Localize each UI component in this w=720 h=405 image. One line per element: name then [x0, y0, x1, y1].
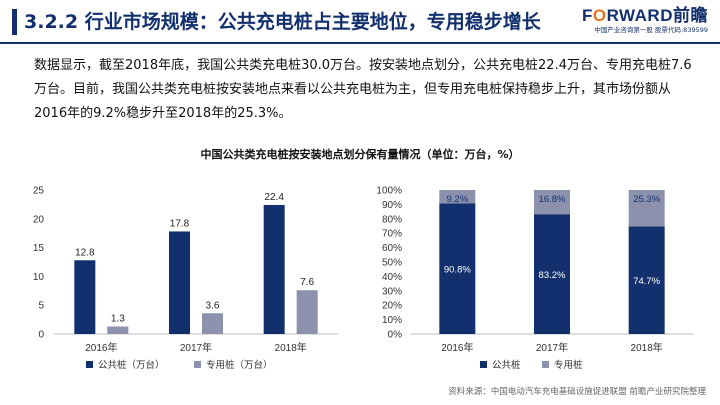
y-tick-label: 5 [38, 301, 44, 312]
legend-label: 公共桩 [492, 359, 521, 371]
data-label: 12.8 [75, 247, 95, 258]
stacked-bar-public [439, 203, 476, 334]
page-title: 3.2.2 行业市场规模：公共充电桩占主要地位，专用稳步增长 [24, 11, 541, 33]
stacked-bar-public [628, 226, 665, 334]
y-tick-label: 90% [382, 200, 402, 211]
x-tick-label: 2016年 [441, 341, 473, 354]
slide-header: 3.2.2 行业市场规模：公共充电桩占主要地位，专用稳步增长 FORWARD前瞻… [0, 0, 720, 44]
logo-brand: FORWARD前瞻 [581, 6, 708, 25]
legend-swatch [480, 361, 487, 368]
y-tick-label: 0% [388, 330, 403, 341]
data-label: 90.8% [444, 265, 471, 276]
right-stacked-bar-chart: 0% 10% 20% 30% 40% 50% 60% 70% 80% 90% 100% 90.8% 9.… [376, 186, 694, 371]
y-tick-label: 0 [38, 330, 44, 341]
x-tick-label: 2017年 [536, 341, 568, 354]
legend-swatch [194, 361, 201, 368]
y-tick-label: 30% [382, 286, 402, 297]
y-tick-label: 70% [382, 229, 402, 240]
y-tick-label: 25 [33, 186, 45, 197]
y-tick-label: 80% [382, 214, 402, 225]
header-accent-bar [12, 9, 17, 35]
data-label: 3.6 [206, 300, 220, 311]
legend-swatch [542, 361, 549, 368]
legend-label: 公共桩（万台） [98, 359, 165, 371]
bar-dedicated [202, 313, 223, 334]
left-bar-chart: 0 5 10 15 20 25 12.8 1.3 2016年 17.8 3.6 2017年 22.4 7.… [33, 186, 338, 371]
logo-subtitle: 中国产业咨询第一股 股票代码:839599 [594, 26, 708, 34]
legend-label: 专用桩（万台） [206, 359, 273, 371]
stacked-bar-dedicated [439, 190, 476, 204]
forward-logo: FORWARD前瞻 中国产业咨询第一股 股票代码:839599 [578, 6, 708, 36]
y-tick-label: 50% [382, 258, 402, 269]
data-label: 74.7% [633, 276, 660, 287]
x-tick-label: 2017年 [180, 341, 212, 354]
bar-dedicated [107, 326, 129, 334]
y-tick-label: 10 [33, 272, 45, 283]
y-tick-label: 20% [382, 301, 402, 312]
bar-public [169, 231, 190, 334]
bar-public [74, 260, 96, 334]
data-label: 7.6 [300, 277, 314, 288]
x-tick-label: 2018年 [275, 341, 307, 354]
stacked-bar-dedicated [534, 190, 570, 215]
y-tick-label: 60% [382, 243, 402, 254]
legend-swatch [86, 361, 93, 368]
x-tick-label: 2018年 [631, 341, 663, 354]
data-label: 9.2% [447, 194, 469, 205]
data-label: 83.2% [539, 270, 566, 281]
stacked-bar-public [534, 214, 570, 334]
bar-public [263, 204, 285, 334]
bar-dedicated [296, 290, 318, 334]
y-tick-label: 20 [33, 214, 45, 225]
data-label: 17.8 [170, 218, 190, 229]
y-tick-label: 100% [376, 186, 402, 197]
data-label: 22.4 [264, 192, 284, 203]
y-tick-label: 10% [382, 315, 402, 326]
data-label: 16.8% [539, 194, 566, 205]
y-tick-label: 40% [382, 272, 402, 283]
stacked-bar-dedicated [628, 190, 665, 227]
header-divider [0, 42, 720, 44]
data-label: 25.3% [633, 194, 660, 205]
y-tick-label: 15 [33, 243, 45, 254]
chart-title: 中国公共类充电桩按安装地点划分保有量情况（单位：万台，%） [200, 148, 520, 161]
data-label: 1.3 [111, 314, 125, 325]
summary-paragraph: 数据显示，截至2018年底，我国公共类充电桩30.0万台。按安装地点划分，公共充… [34, 58, 692, 121]
source-note: 资料来源：中国电动汽车充电基础设施促进联盟 前瞻产业研究院整理 [448, 387, 706, 397]
x-tick-label: 2016年 [85, 341, 117, 354]
legend-label: 专用桩 [554, 359, 583, 371]
